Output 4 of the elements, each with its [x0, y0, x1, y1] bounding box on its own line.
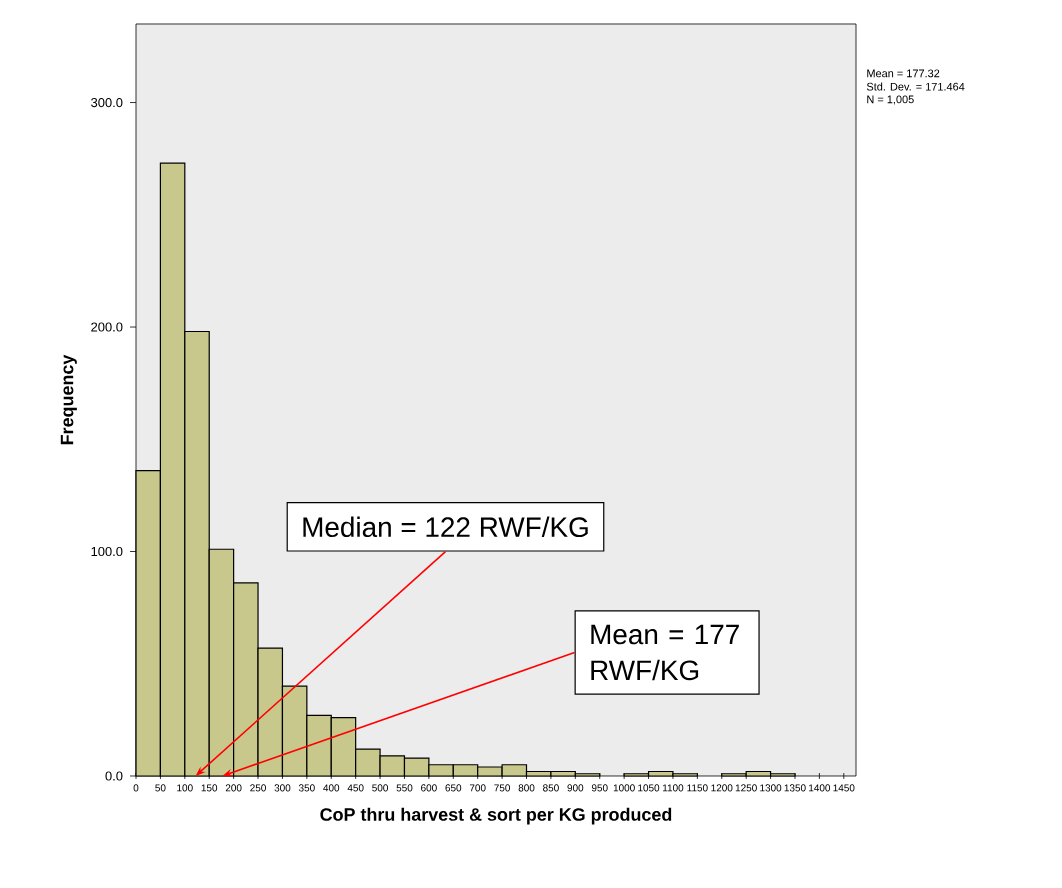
annotation: Mean = 177 RWF/KG [591, 624, 739, 681]
y-axis-title: Frequency [60, 354, 77, 445]
x-axis-title: CoP thru harvest & sort per KG produced [320, 807, 672, 825]
annotation: Median = 122 RWF/KG [303, 516, 588, 538]
